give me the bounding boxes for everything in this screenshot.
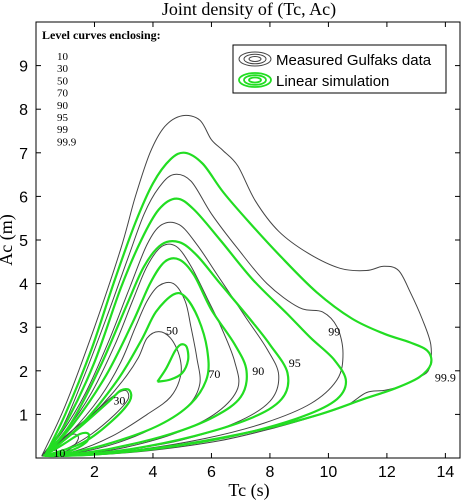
x-tick-label: 8	[265, 464, 274, 481]
contour-level-label: 99.9	[435, 370, 456, 384]
level-note-item: 90	[57, 100, 69, 112]
simulation-contour-50	[156, 343, 190, 383]
y-tick-label: 1	[19, 407, 28, 424]
contour-level-label: 50	[166, 324, 178, 338]
x-tick-label: 10	[320, 464, 338, 481]
level-note-item: 99.9	[57, 136, 77, 148]
simulation-contour-10	[42, 431, 91, 457]
simulation-series	[42, 151, 433, 458]
x-tick-label: 14	[436, 464, 454, 481]
level-note-item: 95	[57, 112, 69, 124]
y-axis-label: Ac (m)	[0, 214, 17, 265]
legend-swatch-ring	[238, 51, 272, 67]
legend-swatch-ring	[248, 56, 262, 62]
measured-contour-99-9	[41, 114, 432, 457]
y-tick-label: 3	[19, 320, 28, 337]
legend-swatch-ring	[243, 53, 267, 65]
legend-entry-label: Linear simulation	[276, 73, 389, 90]
contour-level-label: 90	[252, 364, 264, 378]
simulation-contour-70	[44, 291, 210, 457]
legend-swatch-ring	[238, 72, 272, 88]
x-axis-label: Tc (s)	[228, 480, 269, 500]
level-note-item: 50	[57, 75, 69, 87]
y-tick-label: 7	[19, 146, 28, 163]
contour-level-label: 99	[328, 325, 340, 339]
y-tick-label: 4	[19, 277, 28, 294]
measured-data-series	[41, 114, 432, 457]
measured-contour-50	[41, 331, 182, 457]
level-note-item: 30	[57, 63, 69, 75]
contour-level-label: 70	[208, 367, 220, 381]
level-note-item: 70	[57, 88, 69, 100]
x-tick-label: 6	[207, 464, 216, 481]
contour-layer	[41, 114, 433, 458]
contour-level-label: 95	[289, 356, 301, 370]
y-tick-label: 2	[19, 364, 28, 381]
y-tick-label: 6	[19, 189, 28, 206]
legend-swatch-ring	[248, 76, 262, 84]
legend-entry-label: Measured Gulfaks data	[276, 52, 432, 69]
contour-level-label: 10	[53, 446, 65, 460]
x-tick-label: 12	[378, 464, 396, 481]
legend: Measured Gulfaks data Linear simulation	[232, 44, 447, 94]
y-tick-label: 5	[19, 233, 28, 250]
contour-level-labels: 10 30 50 70 90 95 99 99.9	[53, 324, 455, 460]
simulation-contour-99-9	[43, 151, 433, 458]
x-tick-label: 4	[149, 464, 158, 481]
level-curves-heading: Level curves enclosing:	[42, 28, 161, 42]
y-tick-label: 8	[19, 102, 28, 119]
simulation-contour-30	[44, 387, 133, 457]
y-tick-label: 9	[19, 59, 28, 76]
level-note-item: 10	[57, 51, 69, 63]
legend-box	[232, 44, 447, 94]
contour-level-label: 30	[113, 393, 125, 407]
plot-frame	[35, 21, 461, 459]
measured-contour-99	[41, 173, 344, 457]
simulation-contour-90	[43, 257, 248, 457]
simulation-contour-95	[43, 239, 290, 458]
x-tick-label: 2	[90, 464, 99, 481]
measured-contour-30	[41, 389, 130, 457]
level-note-item: 99	[57, 124, 69, 136]
level-curves-note: Level curves enclosing: 1030507090959999…	[42, 28, 161, 148]
chart-title: Joint density of (Tc, Ac)	[162, 0, 336, 20]
legend-swatch-ring	[243, 74, 267, 86]
